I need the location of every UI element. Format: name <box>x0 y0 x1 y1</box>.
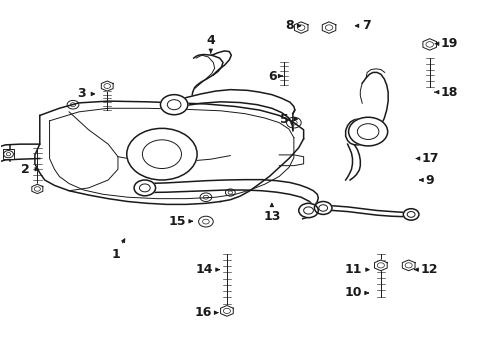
Circle shape <box>299 203 318 218</box>
Text: 18: 18 <box>435 86 458 99</box>
Polygon shape <box>402 260 415 271</box>
Polygon shape <box>294 22 308 33</box>
FancyBboxPatch shape <box>3 149 14 159</box>
Polygon shape <box>220 306 233 316</box>
Circle shape <box>348 117 388 146</box>
Text: 9: 9 <box>420 174 435 186</box>
Text: 11: 11 <box>345 263 369 276</box>
Polygon shape <box>423 39 437 50</box>
Text: 4: 4 <box>206 34 215 53</box>
Text: 1: 1 <box>111 239 125 261</box>
Polygon shape <box>32 184 43 194</box>
Text: 7: 7 <box>355 19 371 32</box>
Text: 14: 14 <box>196 263 219 276</box>
Circle shape <box>160 95 188 115</box>
Text: 6: 6 <box>268 69 282 82</box>
Circle shape <box>403 209 419 220</box>
Circle shape <box>127 129 197 180</box>
Text: 13: 13 <box>263 203 281 224</box>
Text: 10: 10 <box>345 287 368 300</box>
Text: 3: 3 <box>77 87 95 100</box>
Text: 16: 16 <box>195 306 218 319</box>
Text: 2: 2 <box>21 163 38 176</box>
Text: 19: 19 <box>435 37 458 50</box>
Text: 15: 15 <box>169 215 193 228</box>
Text: 17: 17 <box>416 152 440 165</box>
Text: 12: 12 <box>415 263 439 276</box>
Polygon shape <box>322 22 336 33</box>
Text: 8: 8 <box>285 19 301 32</box>
Text: 5: 5 <box>280 113 297 126</box>
Polygon shape <box>101 81 113 91</box>
Circle shape <box>315 202 332 215</box>
Polygon shape <box>374 260 387 271</box>
Circle shape <box>134 180 156 196</box>
